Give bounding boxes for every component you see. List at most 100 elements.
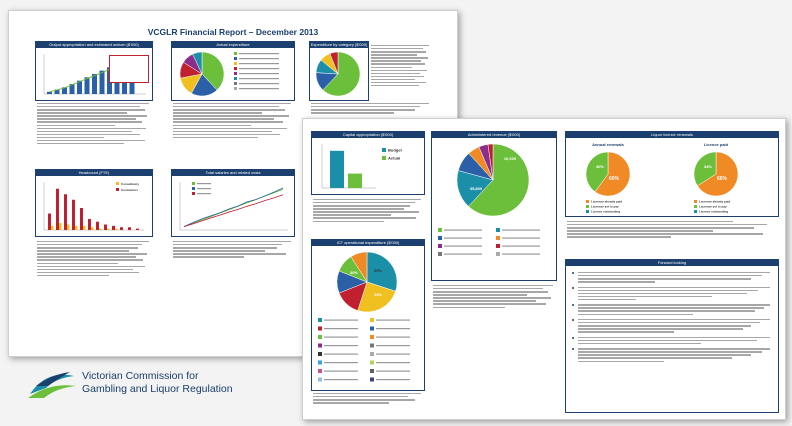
actual-legend-swatch-0 bbox=[234, 52, 237, 55]
headcount-bar-a-7 bbox=[104, 224, 107, 230]
actual-legend-swatch-4 bbox=[234, 72, 237, 75]
ict-legend-swatch-0 bbox=[318, 318, 322, 322]
actual-legend-swatch-3 bbox=[234, 67, 237, 70]
output-bar-6 bbox=[92, 74, 97, 94]
salaries-line-2 bbox=[183, 194, 284, 227]
ict-legend-swatch-8 bbox=[318, 352, 322, 356]
liquor-licence-heading: Liquor licence renewals bbox=[566, 132, 778, 138]
admin-legend-swatch-6 bbox=[438, 252, 442, 256]
headcount-bar-b-8 bbox=[115, 228, 118, 230]
output-bar-3 bbox=[69, 84, 75, 94]
licence-right-legend-label-0: Licensee already paid bbox=[699, 200, 730, 204]
headcount-legend-label-b: Contractors bbox=[121, 188, 138, 192]
output-appropriation-heading: Output appropriation and estimated outtu… bbox=[36, 42, 152, 48]
licence-notes bbox=[567, 221, 775, 239]
liquor-licence-panel: Liquor licence renewals Annual renewals L… bbox=[565, 131, 779, 217]
headcount-bar-a-10 bbox=[128, 227, 131, 230]
licence-right-legend-label-1: Licensee yet to pay bbox=[699, 205, 727, 209]
total-salaries-heading: Total salaries and related costs bbox=[172, 170, 294, 176]
output-bar-0 bbox=[47, 91, 52, 94]
salaries-line-1 bbox=[183, 187, 284, 227]
forward-bullet-item bbox=[572, 336, 770, 345]
total-salaries-panel: Total salaries and related costs bbox=[171, 169, 295, 237]
category-slice-4 bbox=[329, 51, 339, 75]
licence-right-pct: 66% bbox=[717, 176, 728, 182]
annotation-note bbox=[109, 55, 149, 83]
ict-legend-swatch-14 bbox=[318, 377, 322, 382]
ict-legend-swatch-1 bbox=[370, 318, 374, 322]
actual-legend-label-4 bbox=[239, 73, 279, 75]
forward-bullet-item bbox=[572, 318, 770, 333]
headcount-bar-a-9 bbox=[120, 227, 123, 230]
forward-looking-bullets bbox=[572, 272, 770, 366]
expenditure-category-notes bbox=[371, 45, 429, 88]
admin-legend-label-4 bbox=[444, 245, 482, 247]
admin-legend-swatch-3 bbox=[496, 236, 500, 240]
ict-legend-label-7 bbox=[376, 345, 410, 347]
admin-slice-0 bbox=[468, 143, 530, 217]
total-salaries-notes bbox=[173, 241, 291, 259]
output-bar-5 bbox=[84, 77, 90, 94]
actual-legend-label-7 bbox=[239, 88, 279, 90]
headcount-bar-b-2 bbox=[67, 224, 70, 230]
expenditure-category-heading: Expenditure by category ($'000) bbox=[310, 42, 368, 48]
salaries-legend-label-2 bbox=[197, 193, 211, 195]
admin-legend-label-1 bbox=[502, 229, 540, 231]
ict-legend-swatch-15 bbox=[370, 377, 374, 382]
output-notes bbox=[37, 103, 149, 146]
headcount-legend-swatch-a bbox=[116, 182, 119, 185]
capital-legend-label-actual: Actual bbox=[388, 156, 400, 161]
admin-legend-label-5 bbox=[502, 245, 540, 247]
ict-legend-label-2 bbox=[324, 328, 358, 330]
headcount-bar-b-3 bbox=[75, 225, 78, 230]
capital-notes bbox=[313, 199, 421, 224]
ict-pie-label-0: 30% bbox=[350, 270, 358, 275]
administered-revenue-chart: 35,800 10,000 bbox=[438, 143, 540, 256]
headcount-bar-a-0 bbox=[48, 213, 51, 230]
forward-bullet-item bbox=[572, 286, 770, 301]
capital-appropriation-heading: Capital appropriation ($'000) bbox=[312, 132, 424, 138]
expenditure-category-panel: Expenditure by category ($'000) bbox=[309, 41, 369, 101]
licence-right-small-pct: 34% bbox=[704, 164, 712, 169]
vcglr-logo-mark-icon bbox=[28, 372, 76, 398]
admin-pie-label-1: 10,000 bbox=[504, 156, 517, 161]
logo-line-2: Gambling and Liquor Regulation bbox=[82, 383, 233, 395]
ict-legend-swatch-11 bbox=[370, 360, 374, 365]
ict-slice-0 bbox=[366, 251, 398, 292]
ict-legend-label-6 bbox=[324, 345, 358, 347]
licence-left-pct: 60% bbox=[609, 176, 620, 182]
output-bar-1 bbox=[54, 89, 60, 94]
capital-bar-budget bbox=[330, 150, 344, 188]
administered-revenue-panel: Administered revenue ($'000) 35,800 10,00… bbox=[431, 131, 557, 281]
ict-pie-label-2: 14% bbox=[374, 292, 382, 297]
headcount-panel: Headcount (FTE) Consultancy Contractors bbox=[35, 169, 153, 237]
capital-legend-swatch-budget bbox=[382, 148, 386, 152]
ict-operational-panel: ICT operational expenditure ($'000) 30% 2… bbox=[311, 239, 425, 391]
admin-legend-swatch-5 bbox=[496, 244, 500, 248]
headcount-bar-a-1 bbox=[56, 188, 59, 230]
headcount-bar-a-11 bbox=[136, 228, 139, 230]
ict-legend-label-5 bbox=[376, 336, 410, 338]
headcount-heading: Headcount (FTE) bbox=[36, 170, 152, 176]
licence-right-legend-swatch-0 bbox=[694, 200, 697, 203]
ict-legend-label-12 bbox=[324, 370, 358, 372]
capital-bar-actual bbox=[348, 173, 362, 188]
admin-legend-swatch-1 bbox=[496, 228, 500, 232]
salaries-legend-swatch-0 bbox=[192, 182, 195, 185]
actual-legend-swatch-7 bbox=[234, 87, 237, 90]
admin-legend-swatch-4 bbox=[438, 244, 442, 248]
ict-legend-swatch-2 bbox=[318, 326, 322, 331]
actual-slice-5 bbox=[192, 51, 203, 75]
forward-looking-heading: Forward looking bbox=[566, 260, 778, 266]
actual-expenditure-heading: Actual expenditure bbox=[172, 42, 294, 48]
headcount-bar-b-7 bbox=[107, 228, 110, 230]
ict-legend-swatch-12 bbox=[318, 369, 322, 373]
actual-legend-swatch-2 bbox=[234, 62, 237, 65]
licence-right-legend-label-2: Licence outstanding bbox=[699, 210, 728, 214]
admin-legend-swatch-7 bbox=[496, 252, 500, 256]
liquor-licence-chart: Annual renewals Licence paid 60% 66% 40% 34% L… bbox=[585, 142, 739, 214]
actual-legend-swatch-6 bbox=[234, 82, 237, 85]
ict-slice-5 bbox=[350, 251, 368, 283]
ict-legend-label-15 bbox=[376, 379, 410, 381]
headcount-legend-swatch-b bbox=[116, 188, 119, 191]
